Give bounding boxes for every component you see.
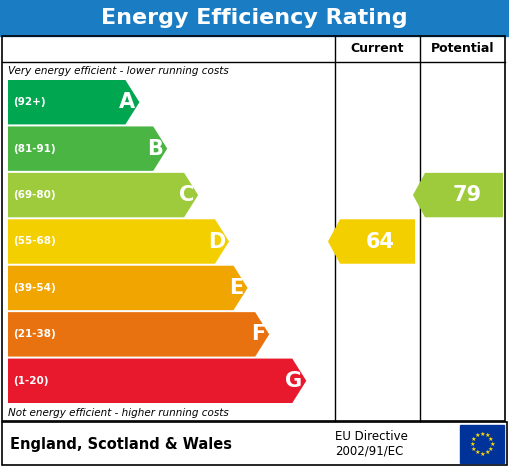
Polygon shape: [328, 219, 415, 264]
Text: (55-68): (55-68): [13, 236, 56, 247]
Text: (21-38): (21-38): [13, 329, 56, 340]
Text: E: E: [230, 278, 244, 298]
Text: ★: ★: [488, 437, 493, 441]
Text: B: B: [147, 139, 163, 159]
Polygon shape: [8, 219, 229, 264]
Text: ★: ★: [470, 437, 476, 441]
Polygon shape: [8, 127, 167, 171]
Bar: [460, 425, 504, 463]
Text: ★: ★: [488, 446, 493, 452]
Text: (92+): (92+): [13, 97, 46, 107]
Text: F: F: [251, 325, 265, 344]
Text: ★: ★: [474, 433, 480, 438]
Polygon shape: [8, 312, 269, 357]
Text: A: A: [119, 92, 135, 112]
Text: 2002/91/EC: 2002/91/EC: [335, 445, 403, 458]
Text: ★: ★: [469, 441, 475, 446]
Text: 64: 64: [366, 232, 395, 252]
Text: EU Directive: EU Directive: [335, 431, 408, 444]
Text: ★: ★: [470, 446, 476, 452]
Text: ★: ★: [484, 433, 490, 438]
Text: ★: ★: [489, 441, 495, 446]
Text: ★: ★: [479, 432, 485, 437]
Text: D: D: [208, 232, 225, 252]
Text: ★: ★: [479, 452, 485, 457]
Text: Very energy efficient - lower running costs: Very energy efficient - lower running co…: [8, 66, 229, 76]
Text: Energy Efficiency Rating: Energy Efficiency Rating: [101, 8, 408, 28]
Text: ★: ★: [474, 450, 480, 455]
Bar: [2, 36, 505, 421]
Bar: [0, 0, 509, 36]
Text: Current: Current: [351, 42, 404, 56]
Text: Not energy efficient - higher running costs: Not energy efficient - higher running co…: [8, 408, 229, 418]
Text: G: G: [285, 371, 302, 391]
Text: ★: ★: [484, 450, 490, 455]
Polygon shape: [413, 173, 503, 217]
Polygon shape: [8, 80, 139, 124]
Text: (81-91): (81-91): [13, 144, 55, 154]
Text: 79: 79: [453, 185, 482, 205]
Bar: [0, 421, 509, 467]
Polygon shape: [8, 359, 306, 403]
Text: England, Scotland & Wales: England, Scotland & Wales: [10, 437, 232, 452]
Polygon shape: [8, 266, 247, 310]
Polygon shape: [8, 173, 198, 217]
Text: Potential: Potential: [431, 42, 494, 56]
Text: (69-80): (69-80): [13, 190, 55, 200]
Text: (39-54): (39-54): [13, 283, 56, 293]
Text: C: C: [179, 185, 194, 205]
Text: (1-20): (1-20): [13, 376, 48, 386]
